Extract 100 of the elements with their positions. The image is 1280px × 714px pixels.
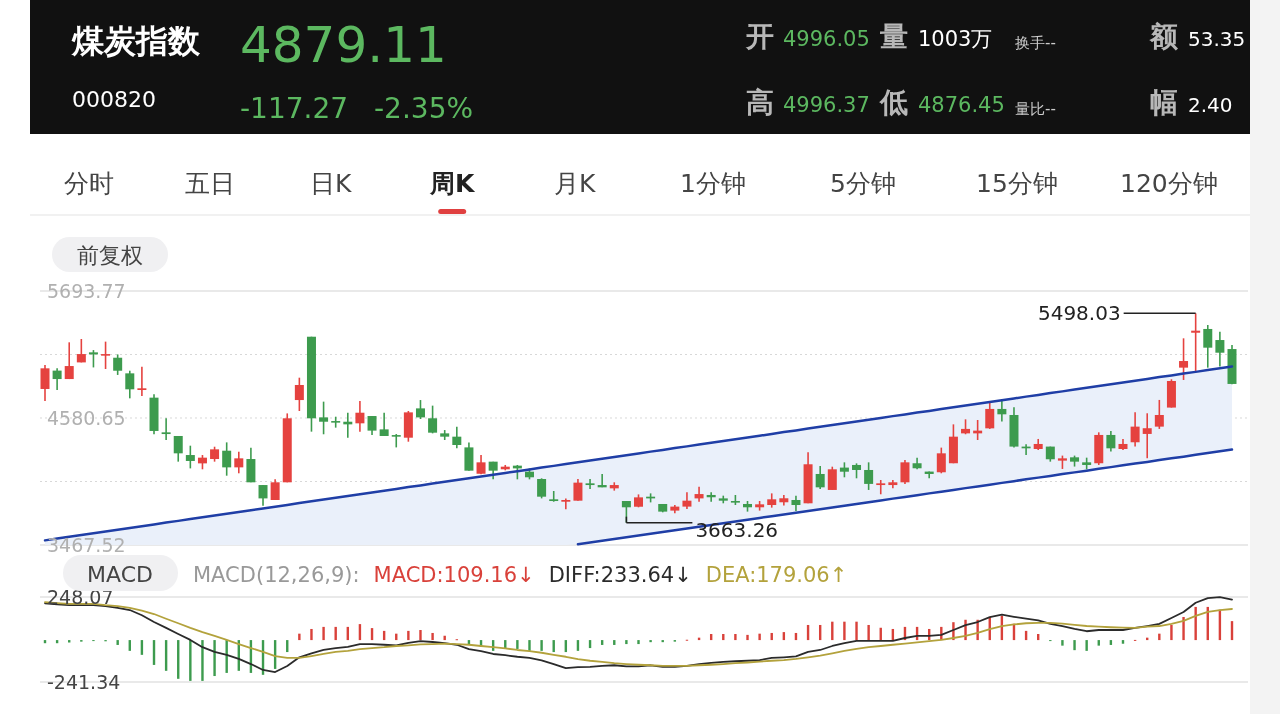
bar [540,640,543,651]
candlestick [815,465,825,490]
candlestick [379,411,389,437]
candlestick [355,400,365,433]
text: 4996.37 [783,93,870,117]
text: 1分钟 [680,169,746,198]
bar [334,626,337,641]
legend-title: MACD(12,26,9): [193,563,360,587]
text: 量比-- [1015,100,1056,118]
candlestick [936,446,946,475]
text: 周K [429,169,476,198]
candlestick [246,446,256,484]
text: MACD [87,562,153,587]
bar [322,626,325,641]
text: -117.27 [240,92,349,125]
candlestick [222,441,232,477]
text: DEA:179.06↑ [705,563,848,587]
candlestick [319,400,329,436]
candlestick [415,399,425,420]
candlestick [428,404,438,435]
candlestick [573,478,583,502]
candlestick [1106,430,1116,453]
y-tick-label: 3467.52 [47,534,126,556]
candlestick [40,364,50,402]
text: 5分钟 [830,169,896,198]
candlestick [173,435,183,463]
bar [1182,616,1185,641]
text: 幅 [1150,86,1178,119]
text: 换手-- [1015,34,1056,52]
candlestick [52,367,62,391]
candlestick [1179,337,1189,381]
candlestick [234,450,244,475]
candlestick [464,441,474,472]
bar [116,640,119,645]
text: DIFF:233.64↓ [548,563,692,587]
chart-title: 煤炭指数 [71,22,201,60]
text: 4876.45 [918,93,1005,117]
text: 日K [310,169,352,198]
text: 2.40 [1188,93,1233,117]
candlestick [367,415,377,436]
bar [419,630,422,641]
candlestick [997,399,1007,423]
candlestick [561,497,571,511]
text: 五日 [185,169,235,198]
candlestick [537,477,547,500]
candlestick [1203,324,1213,369]
candlestick [864,461,874,491]
text: 53.35 [1188,27,1246,51]
bar [201,640,204,681]
candlestick [876,479,886,496]
y-tick-label: 5693.77 [47,280,126,302]
bar [1097,640,1100,646]
text: 量 [879,20,908,53]
candlestick [1142,412,1152,460]
text: 月K [554,169,596,198]
bar [298,633,301,641]
bar [649,640,652,643]
text: 4996.05 [783,27,870,51]
candlestick [294,376,304,412]
bar [1170,624,1173,641]
bar [1085,640,1088,651]
bar [225,640,228,673]
candlestick [585,478,595,490]
candlestick [985,401,995,430]
bar [734,634,737,641]
text: 分时 [64,169,114,198]
text: -2.35% [374,92,474,125]
candlestick [549,490,559,503]
candlestick [452,425,462,450]
bar [637,640,640,645]
bar [516,640,519,649]
annotation: 3663.26 [695,517,779,542]
candlestick [1154,399,1164,430]
bar [758,633,761,641]
candlestick [827,465,837,491]
text: 额 [1149,20,1179,53]
bar [528,640,531,651]
bar [855,621,858,641]
bar [1194,606,1197,641]
bar [407,630,410,641]
annotation: 5498.03 [1037,301,1121,326]
candlestick [609,481,619,492]
bar [843,621,846,641]
candlestick [270,478,280,501]
candlestick [1130,411,1140,448]
candlestick [64,341,74,380]
bar [625,640,628,645]
chart-subtitle: 000820 [72,87,156,112]
bar [431,632,434,641]
series-label: MACD:109.16↓ [373,563,535,587]
y-tick-label: -241.34 [47,671,121,693]
text: 前复权 [77,243,143,268]
bar [310,628,313,641]
text: 开 [745,20,774,53]
bar [746,634,749,641]
candlestick [125,369,135,400]
candlestick [137,365,147,397]
bar [189,640,192,681]
line-series [576,448,1234,546]
y-tick-label: 248.07 [47,586,114,608]
